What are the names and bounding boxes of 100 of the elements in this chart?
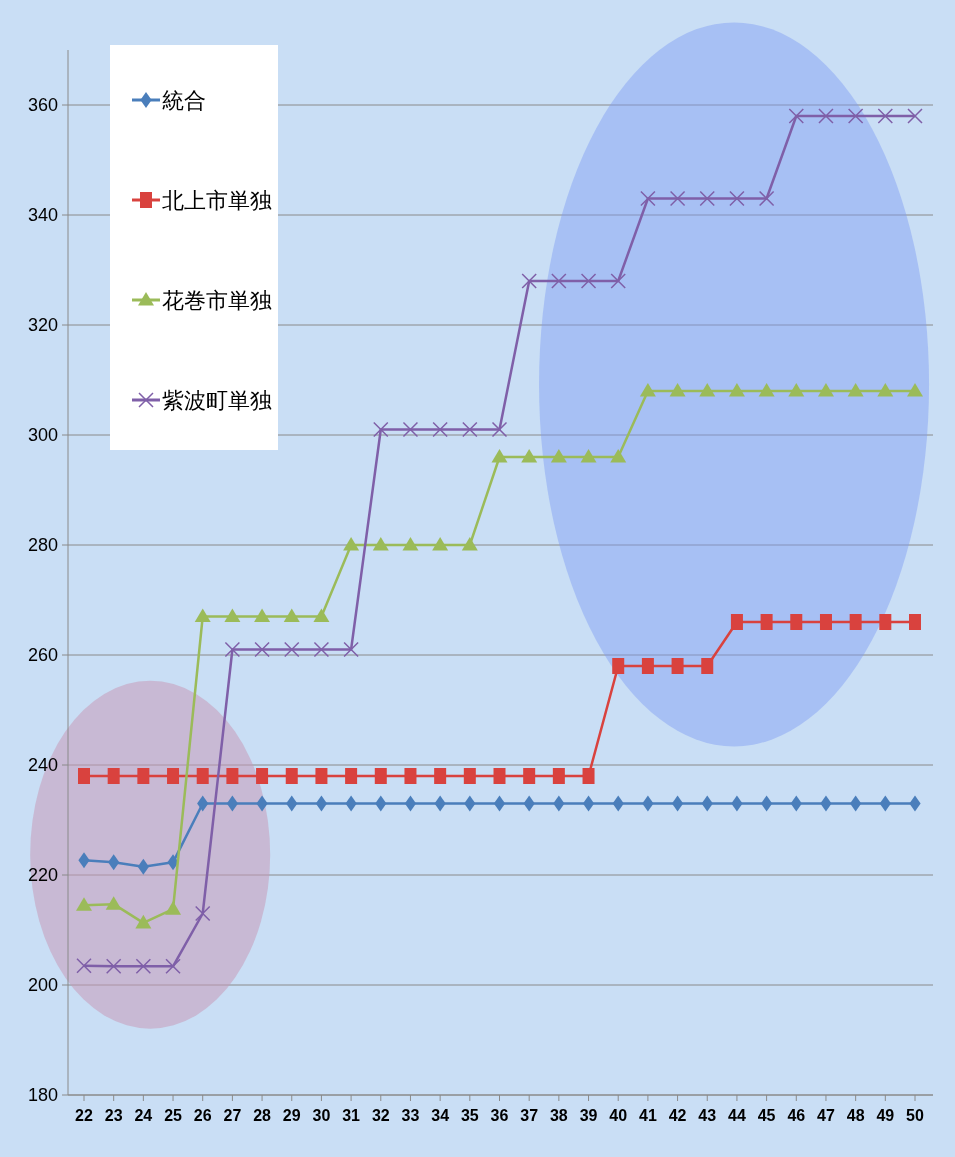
point bbox=[254, 608, 271, 623]
point bbox=[135, 958, 152, 975]
point bbox=[105, 896, 122, 910]
y-tick-label: 360 bbox=[27, 95, 58, 116]
point bbox=[612, 658, 625, 674]
point bbox=[521, 273, 537, 289]
x-tick-label: 40 bbox=[609, 1107, 628, 1124]
point bbox=[639, 383, 656, 397]
point bbox=[701, 795, 713, 812]
point bbox=[373, 421, 389, 438]
point bbox=[877, 383, 894, 397]
point bbox=[731, 795, 743, 812]
x-tick-label: 38 bbox=[549, 1107, 568, 1124]
point bbox=[224, 608, 241, 623]
point bbox=[758, 383, 775, 397]
point bbox=[78, 768, 90, 784]
point bbox=[553, 795, 565, 812]
point bbox=[640, 190, 656, 207]
x-tick-label: 50 bbox=[906, 1107, 924, 1124]
point bbox=[550, 449, 567, 463]
point bbox=[491, 449, 508, 463]
point bbox=[285, 768, 298, 784]
point bbox=[819, 614, 832, 630]
point bbox=[463, 768, 476, 784]
point bbox=[402, 421, 419, 438]
y-tick-label: 180 bbox=[27, 1085, 58, 1106]
point bbox=[345, 795, 357, 812]
x-tick-label: 33 bbox=[401, 1107, 420, 1124]
point bbox=[818, 108, 834, 124]
x-tick-label: 39 bbox=[579, 1107, 598, 1124]
y-tick-label: 240 bbox=[27, 755, 58, 776]
point bbox=[909, 795, 921, 812]
point bbox=[76, 958, 92, 974]
point bbox=[167, 768, 180, 784]
point bbox=[197, 795, 209, 812]
point bbox=[105, 958, 122, 975]
point bbox=[728, 383, 745, 397]
point bbox=[699, 190, 715, 207]
point bbox=[907, 108, 923, 124]
x-tick-label: 48 bbox=[846, 1107, 865, 1124]
y-tick-label: 220 bbox=[27, 865, 58, 886]
point bbox=[137, 858, 149, 875]
x-tick-label: 37 bbox=[520, 1107, 539, 1124]
point bbox=[194, 905, 211, 922]
x-tick-label: 43 bbox=[698, 1107, 717, 1124]
x-tick-label: 25 bbox=[164, 1107, 183, 1124]
point bbox=[284, 641, 300, 658]
point bbox=[701, 658, 714, 674]
point bbox=[820, 795, 832, 812]
point bbox=[462, 421, 478, 438]
legend-label: 花巻市単独 bbox=[162, 287, 272, 313]
point bbox=[107, 768, 120, 784]
x-tick-label: 42 bbox=[668, 1107, 687, 1124]
point bbox=[315, 768, 328, 784]
x-tick-label: 29 bbox=[282, 1107, 301, 1124]
point bbox=[788, 383, 805, 397]
point bbox=[254, 641, 270, 658]
x-tick-label: 46 bbox=[787, 1107, 806, 1124]
point bbox=[78, 852, 90, 869]
legend-label: 統合 bbox=[162, 87, 206, 113]
x-tick-label: 34 bbox=[431, 1107, 450, 1124]
point bbox=[256, 768, 269, 784]
point bbox=[461, 537, 478, 551]
point bbox=[582, 768, 595, 784]
point bbox=[493, 768, 506, 784]
point bbox=[610, 449, 627, 463]
x-tick-label: 44 bbox=[728, 1107, 746, 1124]
point bbox=[226, 768, 239, 784]
point bbox=[879, 795, 891, 812]
point bbox=[580, 273, 597, 289]
point bbox=[551, 273, 567, 289]
point bbox=[642, 795, 654, 812]
point bbox=[730, 614, 743, 630]
point bbox=[729, 190, 745, 207]
x-tick-label: 22 bbox=[75, 1107, 93, 1124]
point bbox=[641, 658, 654, 674]
point bbox=[402, 537, 419, 551]
x-tick-label: 49 bbox=[876, 1107, 895, 1124]
point bbox=[286, 795, 298, 812]
point bbox=[343, 641, 359, 658]
point bbox=[137, 768, 150, 784]
point bbox=[788, 108, 805, 124]
x-tick-label: 28 bbox=[253, 1107, 272, 1124]
point bbox=[343, 537, 360, 551]
point bbox=[907, 383, 923, 397]
legend-label: 北上市単独 bbox=[162, 187, 272, 213]
point bbox=[580, 449, 597, 463]
point bbox=[847, 383, 864, 397]
point bbox=[817, 383, 834, 397]
y-tick-label: 320 bbox=[27, 315, 58, 336]
point bbox=[226, 795, 238, 812]
x-tick-label: 35 bbox=[460, 1107, 479, 1124]
point bbox=[877, 108, 894, 124]
point bbox=[432, 421, 448, 438]
point bbox=[523, 795, 535, 812]
point bbox=[909, 614, 921, 630]
point bbox=[135, 914, 152, 929]
point bbox=[313, 641, 330, 658]
point bbox=[669, 383, 686, 397]
y-tick-label: 200 bbox=[27, 975, 58, 996]
